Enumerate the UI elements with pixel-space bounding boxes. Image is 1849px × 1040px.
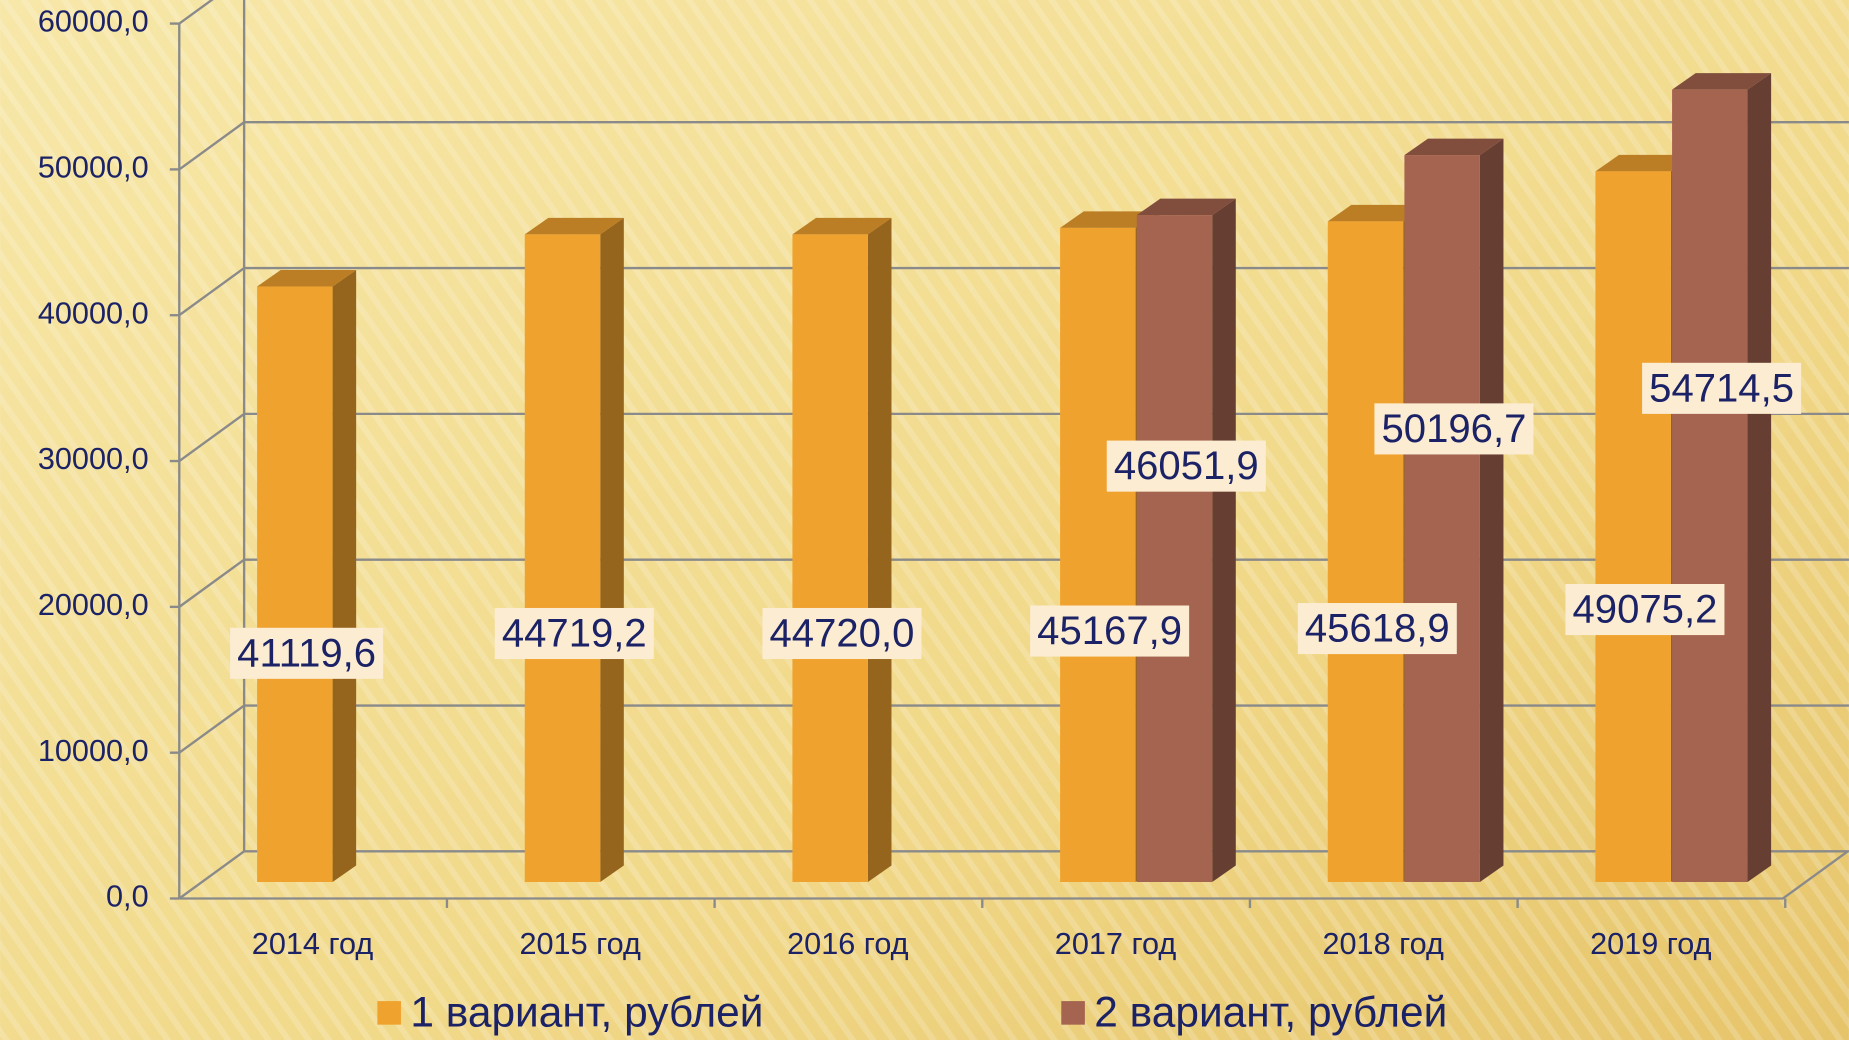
grid-line (178, 704, 1849, 754)
x-tick-label: 2018 год (1322, 927, 1444, 961)
grid-line (178, 266, 1849, 317)
grid-line (178, 412, 1849, 462)
x-tick-label: 2019 год (1590, 927, 1712, 961)
bar (1595, 171, 1671, 882)
grid-line (178, 0, 214, 25)
data-label: 49075,2 (1573, 588, 1718, 632)
data-label-box (1030, 605, 1190, 657)
bar (1327, 221, 1404, 882)
y-tick-label: 60000,0 (38, 5, 149, 39)
data-label-box (762, 607, 922, 660)
data-label: 45618,9 (1305, 607, 1450, 651)
bar-top (1327, 204, 1427, 222)
legend-swatch (377, 1001, 401, 1025)
legend-label: 2 вариант, рублей (1094, 988, 1447, 1035)
data-label-box (1642, 362, 1802, 414)
bar-top (257, 270, 357, 287)
bar-top (1404, 138, 1504, 156)
bar (1404, 155, 1480, 882)
bar-top (524, 217, 624, 235)
bar-top (1060, 211, 1160, 228)
data-label: 54714,5 (1649, 366, 1794, 410)
data-label: 44720,0 (770, 611, 915, 655)
grid-line (178, 850, 1849, 900)
bar-side (1479, 138, 1504, 882)
x-tick-label: 2016 год (787, 927, 909, 961)
data-label: 44719,2 (502, 612, 647, 656)
bar (1136, 215, 1213, 882)
data-label-box (1374, 403, 1534, 455)
bar (792, 234, 868, 882)
data-label: 45167,9 (1037, 609, 1182, 653)
bar-side (600, 217, 624, 882)
data-label-box (1297, 603, 1457, 655)
bar-side (332, 270, 357, 882)
y-tick-label: 0,0 (106, 880, 149, 914)
bar-top (1672, 73, 1772, 90)
bar (1672, 89, 1748, 882)
bar-top (792, 217, 892, 235)
grid-line (178, 121, 1849, 171)
bar (1060, 227, 1136, 882)
plot: 0,0 10000,0 20000,0 30000,0 40000,0 50000,0 60… (38, 0, 1849, 1035)
x-tick-label: 2015 год (519, 927, 641, 961)
bar-side (1747, 73, 1772, 882)
x-tick-label: 2017 год (1055, 927, 1177, 961)
y-tick-label: 50000,0 (38, 150, 149, 184)
bar (257, 286, 333, 882)
data-label-box (494, 607, 654, 660)
y-tick-label: 40000,0 (38, 296, 149, 330)
y-tick-label: 20000,0 (38, 588, 149, 622)
data-label: 50196,7 (1381, 407, 1526, 451)
data-label: 41119,6 (237, 631, 376, 675)
y-tick-label: 10000,0 (38, 734, 149, 768)
bar-side (1212, 198, 1236, 882)
legend-swatch (1061, 1001, 1085, 1025)
bar-side (867, 217, 892, 882)
data-label-box (1565, 583, 1725, 636)
data-label: 46051,9 (1114, 444, 1259, 488)
bar (524, 234, 601, 882)
grid-line (178, 558, 1849, 608)
legend-label: 1 вариант, рублей (410, 988, 763, 1035)
x-tick-label: 2014 год (252, 927, 374, 961)
data-label-box (230, 627, 384, 679)
bar-top (1595, 154, 1695, 172)
data-label-box (1106, 440, 1266, 492)
y-tick-label: 30000,0 (38, 442, 149, 476)
bar-top (1136, 198, 1236, 216)
